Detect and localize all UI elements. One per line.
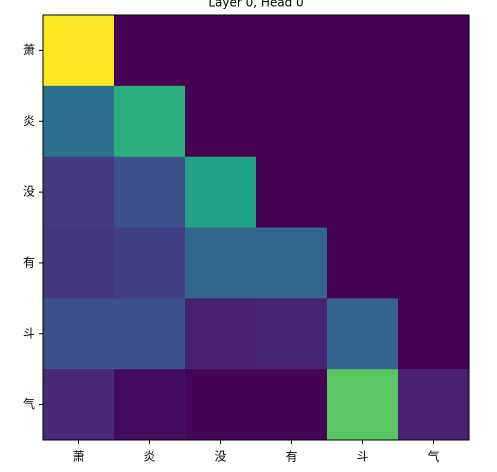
x-tick-label: 有 <box>285 450 297 464</box>
heatmap-cell <box>256 298 328 370</box>
heatmap-cell <box>327 156 399 228</box>
x-tick-label: 气 <box>427 449 439 464</box>
heatmap-cell <box>114 227 186 299</box>
heatmap-cell <box>114 85 186 158</box>
heatmap-cell <box>398 298 470 370</box>
heatmap-cell <box>185 369 257 441</box>
heatmap-cell <box>43 156 115 228</box>
heatmap-cell <box>185 156 257 228</box>
heatmap-cell <box>256 369 328 441</box>
heatmap-cell <box>43 85 115 158</box>
heatmap-cell <box>398 85 470 158</box>
chart-title: Layer 0, Head 0 <box>208 0 303 10</box>
heatmap-cell <box>398 227 470 299</box>
heatmap-cell <box>327 369 399 441</box>
x-tick-label: 萧 <box>72 450 84 464</box>
heatmap-cell <box>256 85 328 158</box>
heatmap-cell <box>114 369 186 441</box>
heatmap-cell <box>327 298 399 370</box>
y-tick-label: 炎 <box>23 114 35 128</box>
plot-frame <box>42 14 470 441</box>
y-tick-label: 斗 <box>23 326 35 340</box>
y-tick-label: 萧 <box>23 43 35 57</box>
heatmap-cell <box>327 227 399 299</box>
heatmap-cell <box>185 227 257 299</box>
y-tick-label: 气 <box>23 396 35 411</box>
heatmap-cell <box>256 15 328 87</box>
x-tick-label: 炎 <box>143 450 155 464</box>
heatmap-cell <box>327 15 399 87</box>
heatmap-cell <box>114 298 186 370</box>
x-tick-label: 没 <box>214 449 226 464</box>
heatmap-cell <box>398 369 470 441</box>
heatmap-cell <box>114 15 186 87</box>
heatmap-cell <box>43 369 115 441</box>
heatmap-cell <box>43 15 115 87</box>
heatmap-cell <box>43 227 115 299</box>
heatmap-cell <box>398 15 470 87</box>
heatmap-cell <box>114 156 186 228</box>
y-tick-label: 有 <box>23 255 35 269</box>
heatmap-cell <box>327 85 399 158</box>
heatmap-cell <box>185 15 257 87</box>
heatmap-cell <box>185 298 257 370</box>
y-tick-label: 没 <box>23 184 35 199</box>
x-tick-label: 斗 <box>356 450 368 464</box>
heatmap-cell <box>43 298 115 370</box>
heatmap-cell <box>256 227 328 299</box>
heatmap-cell <box>398 156 470 228</box>
heatmap-cell <box>185 85 257 158</box>
heatmap-cell <box>256 156 328 228</box>
